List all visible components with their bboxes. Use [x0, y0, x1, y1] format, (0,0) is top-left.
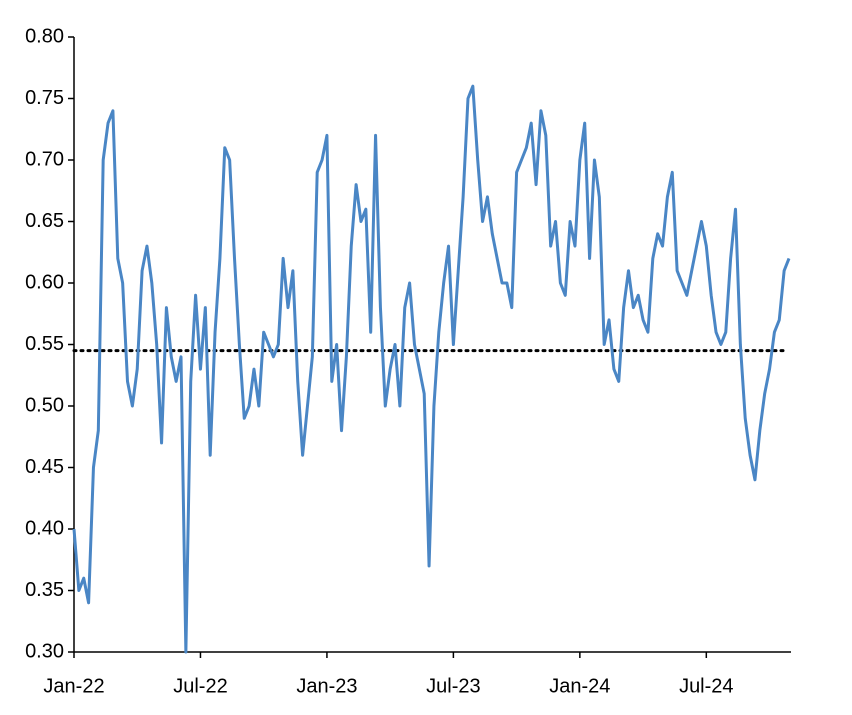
y-tick-label: 0.50 — [25, 394, 64, 416]
y-tick-label: 0.60 — [25, 271, 64, 293]
x-tick-label: Jan-23 — [296, 675, 357, 697]
y-tick-label: 0.70 — [25, 148, 64, 170]
y-tick-label: 0.55 — [25, 333, 64, 355]
x-tick-label: Jan-22 — [43, 675, 104, 697]
x-tick-label: Jul-24 — [679, 675, 733, 697]
data-line — [72, 84, 791, 654]
y-tick-label: 0.40 — [25, 517, 64, 539]
x-tick-label: Jul-22 — [173, 675, 227, 697]
y-tick-label: 0.45 — [25, 456, 64, 478]
y-tick-label: 0.75 — [25, 87, 64, 109]
y-tick-label: 0.35 — [25, 579, 64, 601]
x-tick-label: Jan-24 — [549, 675, 610, 697]
x-tick-label: Jul-23 — [426, 675, 480, 697]
y-tick-label: 0.65 — [25, 210, 64, 232]
y-tick-label: 0.30 — [25, 640, 64, 662]
y-tick-label: 0.80 — [25, 25, 64, 47]
